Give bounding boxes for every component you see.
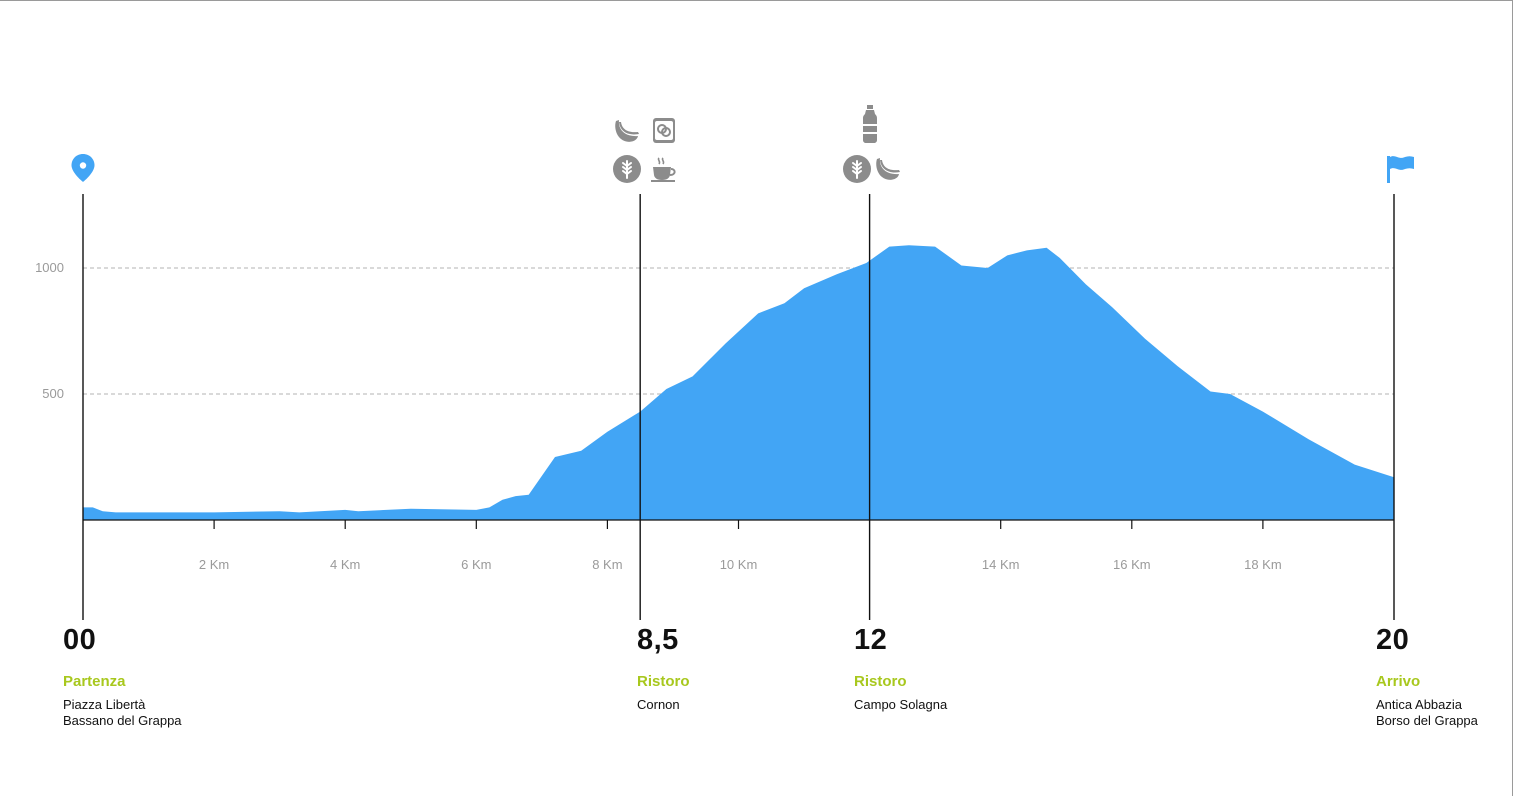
y-tick-label: 500 (42, 386, 64, 401)
x-tick-label: 8 Km (592, 557, 622, 572)
stop-place-line: Borso del Grappa (1376, 713, 1478, 728)
stop-type: Ristoro (637, 673, 690, 690)
banana-icon (615, 120, 639, 142)
stop-km: 20 (1376, 624, 1410, 656)
x-tick-label: 16 Km (1113, 557, 1151, 572)
stop-place-line: Piazza Libertà (63, 697, 146, 712)
stop-place: Cornon (637, 697, 837, 713)
wheat-icon (613, 155, 641, 183)
stop-ristoro-2: 12 Ristoro Campo Solagna (854, 626, 1054, 713)
coffee-cup-icon (651, 157, 676, 182)
stop-type: Arrivo (1376, 673, 1421, 690)
stop-place-line: Antica Abbazia (1376, 697, 1463, 712)
x-tick-label: 6 Km (461, 557, 491, 572)
elevation-area (83, 245, 1394, 521)
location-pin-icon (71, 154, 95, 182)
stop-km: 12 (854, 624, 888, 656)
biscuit-icon (653, 118, 675, 143)
marker-lines (82, 194, 1395, 620)
x-tick-label: 4 Km (330, 557, 360, 572)
stop-place-line: Campo Solagna (854, 697, 948, 712)
x-tick-label: 2 Km (199, 557, 229, 572)
finish-flag-icon (1387, 156, 1414, 183)
stop-place-line: Bassano del Grappa (63, 713, 182, 728)
banana-icon (876, 158, 900, 180)
x-tick-label: 14 Km (982, 557, 1020, 572)
wheat-icon (843, 155, 871, 183)
stop-place-line: Cornon (637, 697, 680, 712)
x-tick-label: 18 Km (1244, 557, 1282, 572)
stop-km: 8,5 (637, 624, 679, 656)
stop-place: Piazza Libertà Bassano del Grappa (63, 697, 263, 729)
stop-km: 00 (63, 624, 97, 656)
water-bottle-icon (863, 105, 877, 143)
axis-layer: 2 Km 4 Km 6 Km 8 Km 10 Km 14 Km 16 Km 18 Km (83, 519, 1394, 572)
stop-start: 00 Partenza Piazza Libertà Bassano del G… (63, 626, 263, 729)
stop-finish: 20 Arrivo Antica Abbazia Borso del Grapp… (1376, 626, 1508, 729)
stop-place: Campo Solagna (854, 697, 1054, 713)
stop-ristoro-1: 8,5 Ristoro Cornon (637, 626, 837, 713)
y-tick-label: 1000 (35, 260, 64, 275)
stop-type: Partenza (63, 673, 126, 690)
stop-type: Ristoro (854, 673, 907, 690)
x-tick-label: 10 Km (720, 557, 758, 572)
stop-place: Antica Abbazia Borso del Grappa (1376, 697, 1508, 729)
